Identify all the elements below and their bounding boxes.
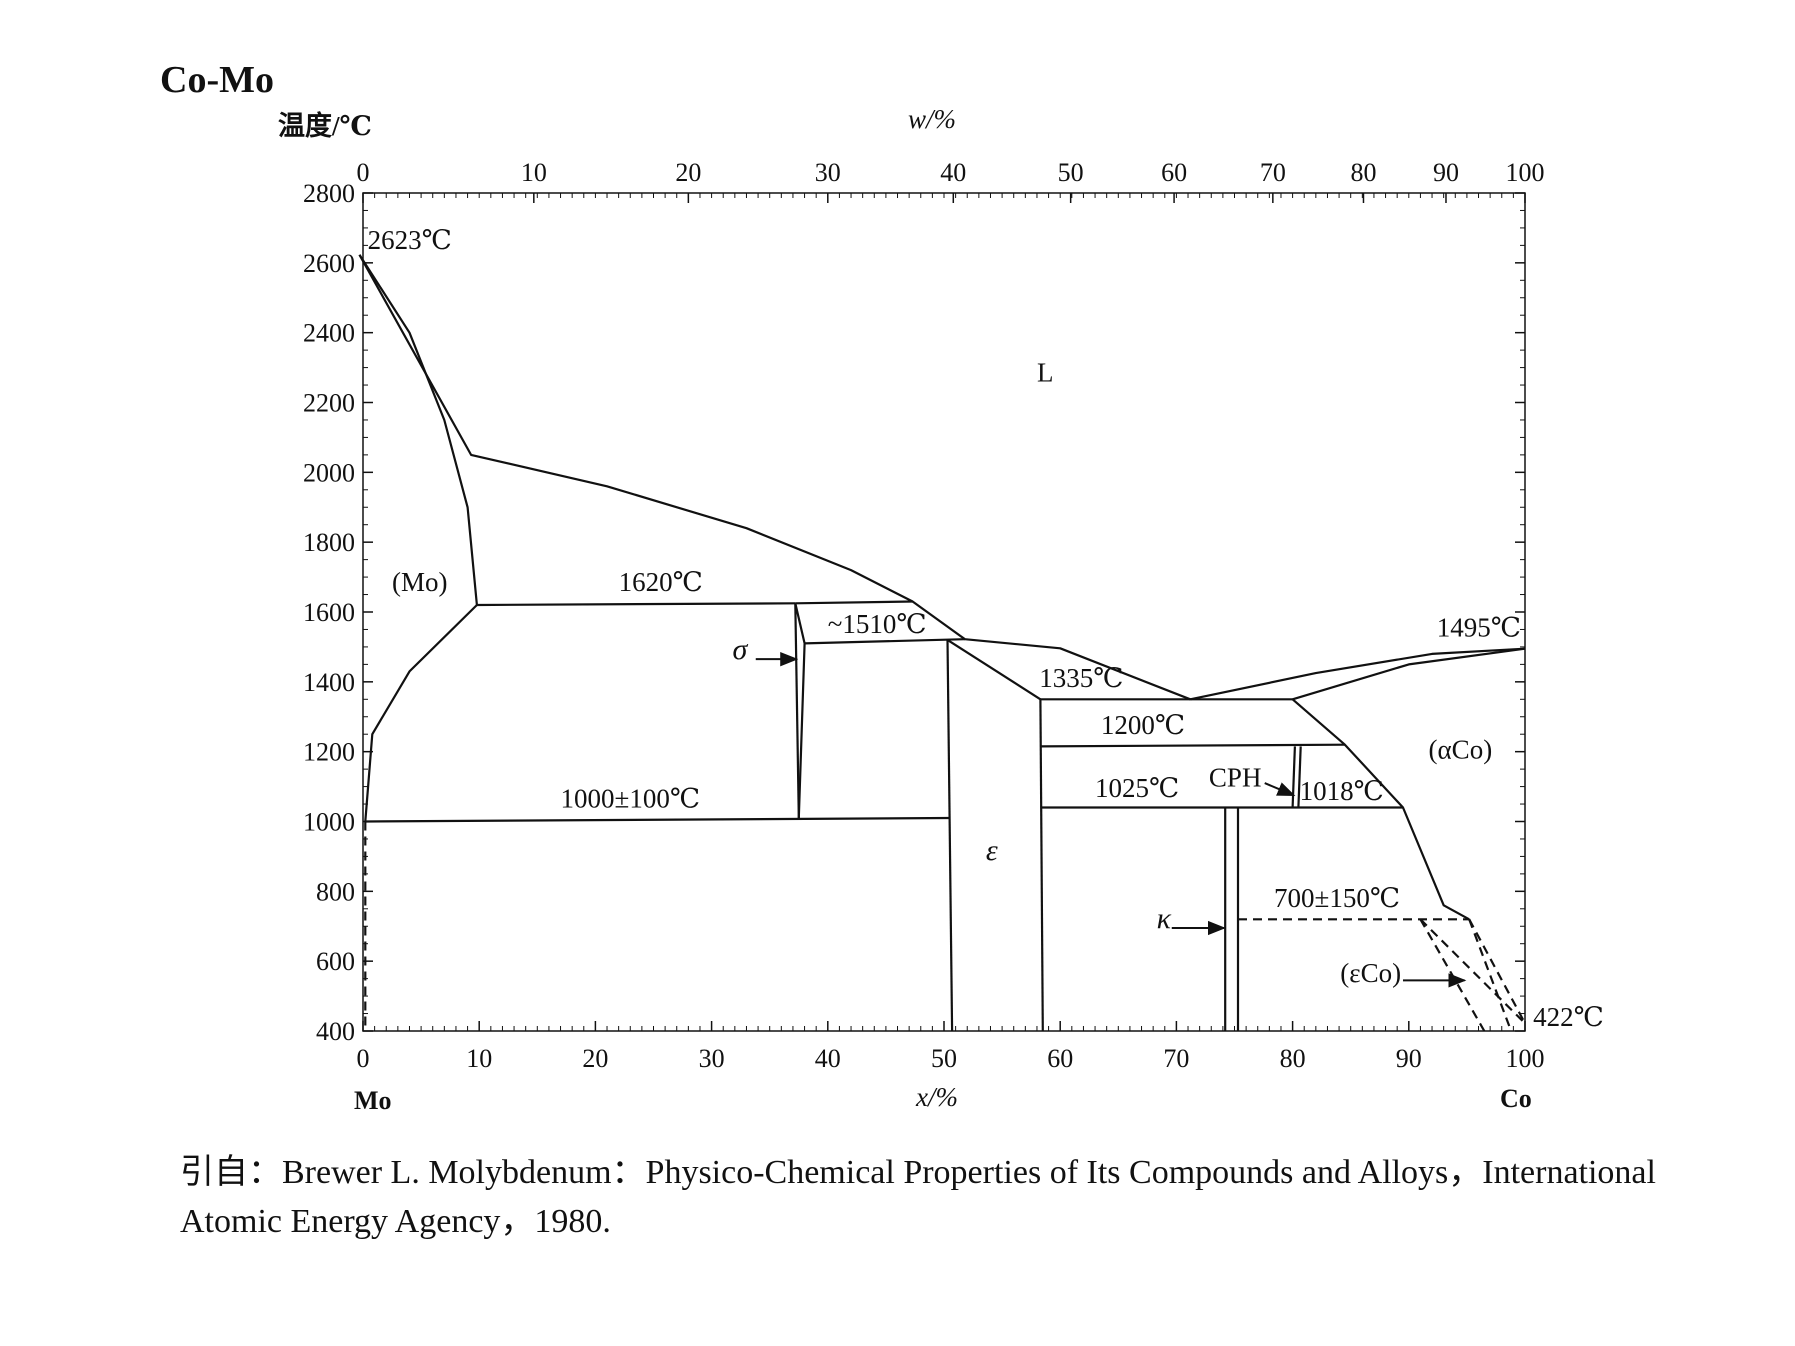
x-tick-label: 10 bbox=[466, 1044, 492, 1073]
y-tick-label: 800 bbox=[316, 877, 355, 906]
phase-boundary bbox=[358, 254, 478, 606]
x-tick-label: 70 bbox=[1163, 1044, 1189, 1073]
annotation-label: ε bbox=[986, 834, 998, 867]
phase-boundary bbox=[1297, 746, 1302, 808]
annotation-label: 1018℃ bbox=[1300, 776, 1384, 806]
phase-boundary bbox=[795, 600, 913, 605]
top-tick-label: 50 bbox=[1058, 158, 1084, 187]
y-tick-label: 1000 bbox=[303, 808, 355, 837]
x-tick-label: 0 bbox=[357, 1044, 370, 1073]
phase-boundary bbox=[365, 816, 950, 823]
annotation-label: ~1510℃ bbox=[828, 609, 927, 639]
x-tick-label: 60 bbox=[1047, 1044, 1073, 1073]
phase-boundary-dashed bbox=[1468, 918, 1513, 1032]
y-tick-label: 1800 bbox=[303, 528, 355, 557]
y-axis-label: 温度/℃ bbox=[278, 111, 372, 141]
y-tick-label: 2000 bbox=[303, 458, 355, 487]
annotation-label: (Mo) bbox=[392, 567, 448, 597]
annotation-label: 422℃ bbox=[1533, 1002, 1604, 1032]
phase-boundary bbox=[946, 639, 954, 1032]
y-tick-label: 600 bbox=[316, 947, 355, 976]
phase-boundary bbox=[1291, 746, 1296, 808]
x-axis-label: x/% bbox=[916, 1082, 958, 1112]
top-tick-label: 0 bbox=[357, 158, 370, 187]
top-tick-label: 80 bbox=[1350, 158, 1376, 187]
phase-boundary bbox=[1040, 743, 1345, 748]
annotation-label: 1200℃ bbox=[1101, 710, 1185, 740]
annotation-label: 2623℃ bbox=[368, 225, 452, 255]
annotation-label: L bbox=[1037, 358, 1054, 388]
x-tick-label: 100 bbox=[1506, 1044, 1545, 1073]
citation-line-1: 引自：Brewer L. Molybdenum：Physico-Chemical… bbox=[180, 1154, 1656, 1191]
x-tick-label: 30 bbox=[699, 1044, 725, 1073]
top-tick-label: 30 bbox=[815, 158, 841, 187]
annotation-label: 1025℃ bbox=[1095, 773, 1179, 803]
annotation-label: 1335℃ bbox=[1039, 663, 1123, 693]
phase-boundary bbox=[804, 638, 965, 645]
annotation-label: (εCo) bbox=[1340, 958, 1401, 988]
top-tick-label: 60 bbox=[1161, 158, 1187, 187]
y-tick-label: 1600 bbox=[303, 598, 355, 627]
phase-boundary bbox=[1292, 647, 1526, 701]
top-tick-label: 40 bbox=[940, 158, 966, 187]
annotation-label: CPH bbox=[1209, 763, 1262, 793]
phase-boundary bbox=[1039, 699, 1044, 1032]
x-tick-label: 80 bbox=[1280, 1044, 1306, 1073]
pointer-arrow bbox=[1264, 782, 1296, 797]
annotation-label: 700±150℃ bbox=[1274, 883, 1400, 913]
phase-boundary-dashed bbox=[1419, 918, 1526, 1025]
annotation-label: 1000±100℃ bbox=[561, 784, 701, 814]
phase-boundary bbox=[476, 602, 796, 607]
y-tick-label: 400 bbox=[316, 1017, 355, 1046]
top-tick-label: 10 bbox=[521, 158, 547, 187]
y-tick-label: 1200 bbox=[303, 738, 355, 767]
x-tick-label: 50 bbox=[931, 1044, 957, 1073]
top-tick-label: 20 bbox=[675, 158, 701, 187]
phase-boundary bbox=[364, 604, 478, 822]
top-tick-label: 100 bbox=[1506, 158, 1545, 187]
x-tick-label: 20 bbox=[582, 1044, 608, 1073]
x-tick-label: 90 bbox=[1396, 1044, 1422, 1073]
annotation-label: κ bbox=[1157, 902, 1172, 935]
phase-boundary-dashed bbox=[1468, 918, 1526, 1024]
citation-line-2: Atomic Energy Agency，1980. bbox=[180, 1203, 611, 1240]
y-tick-label: 2200 bbox=[303, 389, 355, 418]
y-tick-label: 2600 bbox=[303, 249, 355, 278]
annotation-label: σ bbox=[733, 633, 749, 666]
annotation-label: 1495℃ bbox=[1437, 612, 1521, 642]
left-element-label: Mo bbox=[354, 1086, 392, 1115]
phase-boundary bbox=[946, 638, 1041, 701]
phase-boundary bbox=[358, 254, 1191, 701]
y-tick-label: 1400 bbox=[303, 668, 355, 697]
phase-boundary bbox=[794, 603, 800, 819]
annotation-label: (αCo) bbox=[1429, 735, 1493, 765]
page-title: Co-Mo bbox=[160, 59, 274, 101]
y-tick-label: 2800 bbox=[303, 179, 355, 208]
top-axis-label: w/% bbox=[908, 104, 957, 134]
top-tick-label: 90 bbox=[1433, 158, 1459, 187]
annotation-label: 1620℃ bbox=[619, 567, 703, 597]
phase-boundary bbox=[1291, 698, 1470, 921]
phase-boundary bbox=[1190, 647, 1526, 701]
right-element-label: Co bbox=[1500, 1084, 1532, 1113]
top-tick-label: 70 bbox=[1260, 158, 1286, 187]
x-tick-label: 40 bbox=[815, 1044, 841, 1073]
y-tick-label: 2400 bbox=[303, 319, 355, 348]
